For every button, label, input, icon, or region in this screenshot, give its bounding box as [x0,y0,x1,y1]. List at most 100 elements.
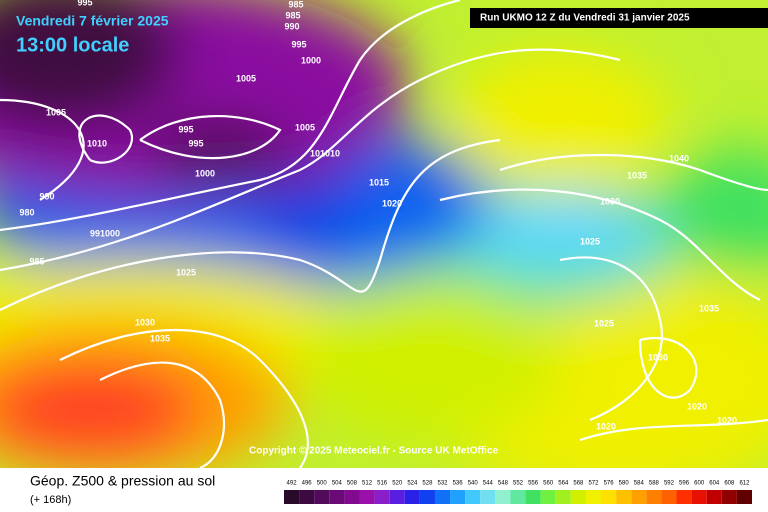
isobar-label: 991000 [90,228,120,238]
isobar-label: 985 [288,0,303,9]
isobar-label: 1020 [717,415,737,425]
scale-tick-label: 512 [362,481,373,487]
scale-swatch [525,490,541,504]
isobar-label: 1025 [176,267,196,277]
scale-tick-label: 540 [468,481,479,487]
scale-swatch [359,490,375,504]
isobar-label: 1010 [87,138,107,148]
scale-tick-label: 516 [377,481,388,487]
isobar-label: 1020 [687,401,707,411]
scale-tick-label: 564 [558,481,569,487]
forecast-date: Vendredi 7 février 2025 [16,13,169,29]
scale-swatch [646,490,662,504]
scale-swatch [570,490,586,504]
scale-swatch [389,490,405,504]
scale-tick-label: 604 [709,481,720,487]
scale-swatch [721,490,737,504]
isobar-label: 1005 [295,122,315,132]
scale-tick-label: 612 [739,481,750,487]
scale-swatch [661,490,677,504]
scale-swatch [616,490,632,504]
scale-tick-label: 584 [634,481,645,487]
scale-swatch [540,490,556,504]
scale-tick-label: 500 [317,481,328,487]
scale-tick-label: 572 [588,481,599,487]
scale-swatch [419,490,435,504]
forecast-time: 13:00 locale [16,34,129,56]
isobar-label: 1025 [594,318,614,328]
scale-tick-label: 600 [694,481,705,487]
scale-swatch [329,490,345,504]
scale-tick-label: 556 [528,481,539,487]
isobar-label: 1000 [301,55,321,65]
isobar-label: 1020 [382,198,402,208]
scale-tick-label: 544 [483,481,494,487]
scale-tick-label: 508 [347,481,358,487]
isobar-label: 990 [284,21,299,31]
isobar-label: 1035 [699,303,719,313]
isobar-label: 1025 [580,236,600,246]
isobar-label: 101010 [310,148,340,158]
isobar-label: 985 [285,10,300,20]
isobar-label: 1030 [648,352,668,362]
scale-tick-label: 592 [664,481,675,487]
isobar-label: 990 [39,191,54,201]
scale-swatch [631,490,647,504]
footer-lead: (+ 168h) [30,494,71,506]
scale-tick-label: 596 [679,481,690,487]
scale-swatch [450,490,466,504]
isobar-label: 995 [291,39,306,49]
scale-tick-label: 532 [438,481,449,487]
isobar-label: 1035 [627,170,647,180]
scale-swatch [691,490,707,504]
copyright: Copyright © 2025 Meteociel.fr - Source U… [249,446,499,457]
scale-swatch [601,490,617,504]
scale-swatch [555,490,571,504]
isobar-label: 1005 [46,107,66,117]
scale-swatch [299,490,315,504]
isobar-label: 1030 [135,317,155,327]
scale-swatch [344,490,360,504]
scale-swatch [434,490,451,504]
isobar-label: 995 [188,138,203,148]
scale-tick-label: 504 [332,481,343,487]
run-box [470,8,768,28]
scale-tick-label: 536 [453,481,464,487]
scale-tick-label: 580 [619,481,630,487]
scale-tick-label: 520 [392,481,403,487]
scale-swatch [495,490,511,504]
isobar-label: 995 [77,0,92,7]
scale-tick-label: 608 [724,481,735,487]
scale-swatch [374,490,390,504]
scale-tick-label: 528 [422,481,433,487]
scale-tick-label: 568 [573,481,584,487]
run-label: Run UKMO 12 Z du Vendredi 31 janvier 202… [480,13,690,24]
scale-swatch [404,490,420,504]
scale-swatch [284,490,300,504]
isobar-label: 1015 [369,177,389,187]
scale-swatch [480,490,496,504]
scale-tick-label: 524 [407,481,418,487]
scale-tick-label: 492 [287,481,298,487]
scale-swatch [676,490,692,504]
scale-tick-label: 496 [302,481,313,487]
isobar-label: 1005 [236,73,256,83]
scale-tick-label: 560 [543,481,554,487]
isobar-label: 1035 [150,333,170,343]
scale-swatch [706,490,722,504]
isobar-label: 980 [19,207,34,217]
scale-tick-label: 576 [604,481,615,487]
isobar-label: 1000 [195,168,215,178]
scale-swatch [585,490,602,504]
isobar-label: 995 [178,124,193,134]
isobar-label: 1040 [669,153,689,163]
scale-tick-label: 552 [513,481,524,487]
isobar-label: 985 [29,256,44,266]
scale-swatch [736,490,752,504]
footer-title: Géop. Z500 & pression au sol [30,473,215,489]
scale-swatch [465,490,481,504]
scale-tick-label: 588 [649,481,660,487]
scale-tick-label: 548 [498,481,509,487]
